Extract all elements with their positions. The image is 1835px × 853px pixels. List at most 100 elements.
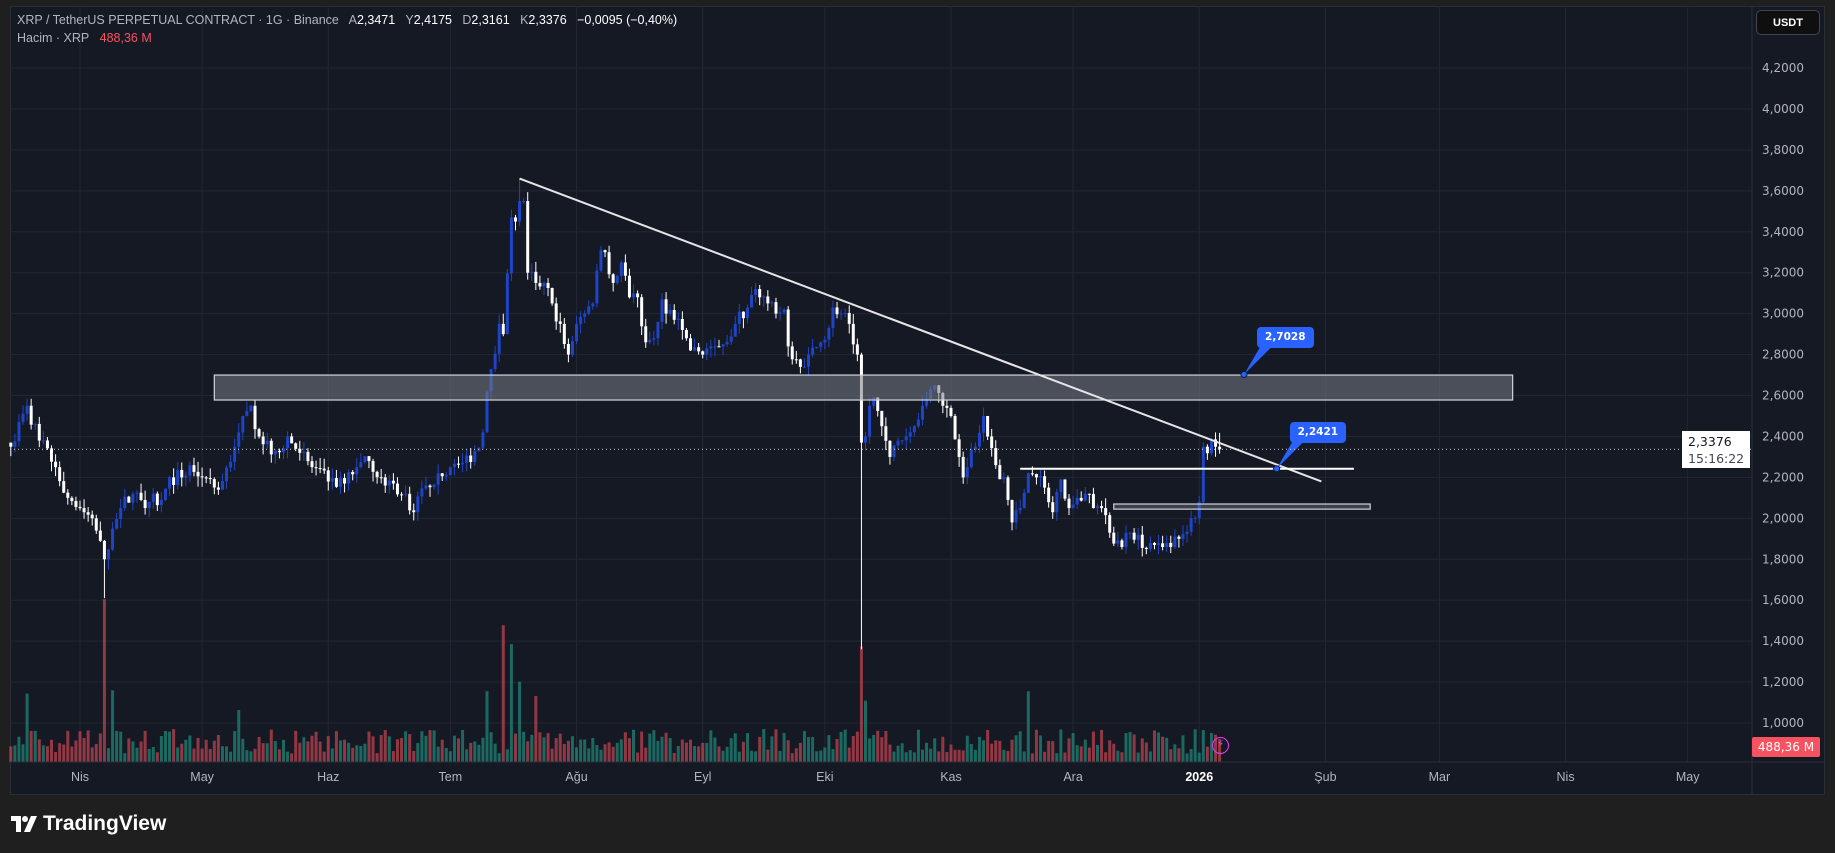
candle-body xyxy=(58,467,62,482)
candle-body xyxy=(151,493,155,502)
candle-body xyxy=(432,484,436,488)
volume-bar xyxy=(575,747,579,762)
volume-bar xyxy=(168,731,172,762)
candle-body xyxy=(1116,540,1120,544)
volume-bar xyxy=(440,739,444,762)
candle-body xyxy=(1214,439,1218,447)
change-value: −0,0095 (−0,40%) xyxy=(577,13,678,27)
volume-bar xyxy=(815,751,819,762)
volume-bar xyxy=(802,731,806,762)
volume-bar xyxy=(998,740,1002,762)
price-callout[interactable]: 2,2421 xyxy=(1289,421,1347,443)
candle-body xyxy=(1140,534,1144,548)
candle-body xyxy=(611,274,615,283)
volume-bar xyxy=(1144,742,1148,762)
volume-bar xyxy=(876,730,880,762)
volume-bar xyxy=(139,741,143,762)
volume-bar xyxy=(404,731,408,762)
volume-bar xyxy=(880,737,884,762)
candle-body xyxy=(220,481,224,490)
candle-body xyxy=(782,309,786,313)
candle-body xyxy=(1067,498,1071,509)
price-tick-label: 1,8000 xyxy=(1762,552,1804,566)
open-label: A xyxy=(348,13,357,27)
volume-bar xyxy=(225,746,229,762)
currency-button[interactable]: USDT xyxy=(1756,10,1820,35)
volume-bar xyxy=(900,743,904,762)
candle-body xyxy=(282,448,285,453)
candle-body xyxy=(249,405,253,411)
candle-body xyxy=(505,273,509,335)
volume-bar xyxy=(436,746,440,762)
volume-bar xyxy=(106,748,110,762)
candle-body xyxy=(229,461,233,468)
volume-bar xyxy=(798,742,802,762)
candle-body xyxy=(241,415,245,433)
candle-body xyxy=(798,359,802,367)
candle-body xyxy=(872,397,876,406)
volume-bar xyxy=(338,740,342,762)
volume-bar xyxy=(469,742,473,762)
volume-bar xyxy=(607,742,611,762)
tradingview-logo[interactable]: TradingView xyxy=(11,812,166,836)
candle-body xyxy=(334,478,338,487)
volume-bar xyxy=(762,729,766,762)
volume-bar xyxy=(245,750,249,762)
candle-body xyxy=(619,262,623,276)
candle-body xyxy=(481,432,485,448)
candle-body xyxy=(1079,497,1083,501)
volume-bar xyxy=(513,733,517,762)
volume-bar xyxy=(636,752,640,762)
candle-body xyxy=(725,341,729,345)
candle-body xyxy=(1059,479,1063,493)
candle-body xyxy=(737,311,741,324)
volume-bar xyxy=(200,748,204,762)
volume-bar xyxy=(1161,736,1165,762)
drawings[interactable] xyxy=(213,177,1514,510)
volume-bar xyxy=(1047,740,1051,762)
candle-body xyxy=(632,293,636,298)
candle-body xyxy=(1091,493,1095,509)
volume-bar xyxy=(986,729,990,762)
volume-bar xyxy=(473,741,477,762)
volume-bar xyxy=(1075,745,1079,762)
volume-bar xyxy=(363,743,367,762)
volume-bar xyxy=(982,740,986,762)
candle-body xyxy=(607,252,611,275)
candle-body xyxy=(827,327,831,340)
lightning-icon[interactable]: ⚡ xyxy=(1212,737,1229,754)
candle-body xyxy=(367,456,371,462)
volume-bar xyxy=(522,731,526,762)
candle-body xyxy=(155,493,159,506)
candle-body xyxy=(253,405,257,430)
price-tick-label: 3,0000 xyxy=(1762,307,1804,321)
candle-body xyxy=(237,432,241,447)
candle-body xyxy=(33,423,37,425)
volume-title[interactable]: Hacim · XRP xyxy=(17,31,90,45)
candle-body xyxy=(693,347,697,351)
volume-bar xyxy=(25,693,29,762)
candle-body xyxy=(245,410,249,416)
volume-bar xyxy=(98,733,102,762)
symbol-title[interactable]: XRP / TetherUS PERPETUAL CONTRACT · 1G ·… xyxy=(17,13,339,27)
volume-bar xyxy=(941,736,945,762)
volume-bar xyxy=(461,729,465,762)
candle-body xyxy=(1100,506,1104,509)
volume-bar xyxy=(1152,730,1156,762)
volume-bar xyxy=(351,747,355,762)
price-callout[interactable]: 2,7028 xyxy=(1257,327,1314,349)
candle-body xyxy=(163,488,167,500)
candle-body xyxy=(111,528,115,550)
volume-bar xyxy=(452,735,456,762)
candle-body xyxy=(652,338,656,340)
candle-body xyxy=(509,217,513,274)
candle-body xyxy=(925,398,929,406)
volume-bar xyxy=(74,740,78,762)
candle-body xyxy=(17,422,21,442)
candle-body xyxy=(1108,515,1112,533)
candle-body xyxy=(1112,532,1116,544)
volume-bar xyxy=(1157,732,1161,762)
volume-bar xyxy=(933,738,937,762)
candle-body xyxy=(371,461,375,472)
